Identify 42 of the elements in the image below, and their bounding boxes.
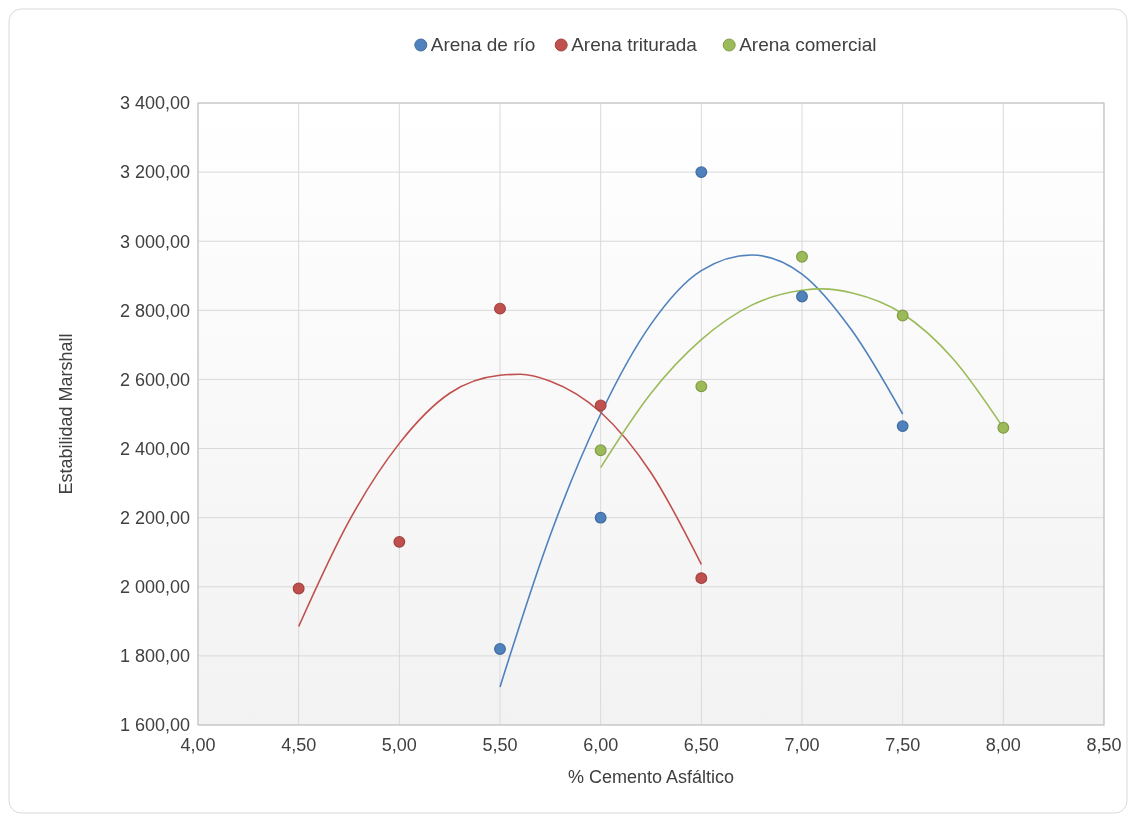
point: [695, 380, 708, 393]
x-tick-label: 4,50: [281, 735, 317, 755]
x-axis-title: % Cemento Asfáltico: [567, 767, 735, 787]
x-tick-label: 5,00: [381, 735, 417, 755]
point: [594, 444, 607, 457]
x-tick-label: 4,00: [180, 735, 216, 755]
point: [494, 643, 506, 655]
point: [997, 421, 1010, 434]
x-tick-label: 8,50: [1086, 735, 1122, 755]
x-tick-label: 8,00: [985, 735, 1021, 755]
y-tick-label: 2 200,00: [119, 507, 190, 528]
x-tick-label: 7,50: [885, 735, 921, 755]
line-series: [297, 373, 703, 628]
y-tick-label: 3 200,00: [119, 162, 190, 183]
point: [695, 166, 708, 179]
y-tick-label: 3 000,00: [119, 231, 190, 252]
point: [796, 290, 808, 303]
line-series: [499, 254, 904, 688]
x-tick-label: 7,00: [784, 735, 820, 755]
legend-label: Arena comercial: [739, 34, 877, 55]
x-tick-label: 5,50: [482, 735, 518, 755]
point: [393, 535, 406, 548]
point: [896, 309, 909, 322]
y-tick-label: 2 800,00: [119, 300, 190, 321]
y-tick-label: 2 600,00: [119, 369, 190, 390]
legend-label: Arena triturada: [571, 34, 698, 55]
y-axis-title: Estabilidad Marshall: [56, 333, 76, 495]
y-tick-label: 1 600,00: [119, 715, 190, 736]
y-tick-label: 1 800,00: [119, 646, 190, 667]
y-tick-label: 2 400,00: [119, 438, 190, 459]
y-tick-label: 3 400,00: [119, 93, 190, 114]
x-tick-label: 6,50: [683, 735, 719, 755]
x-tick-label: 6,00: [583, 735, 619, 755]
point: [695, 572, 708, 585]
point: [292, 582, 305, 595]
point: [594, 511, 607, 524]
point: [494, 302, 506, 315]
y-tick-label: 2 000,00: [119, 577, 190, 598]
point: [896, 420, 909, 433]
point: [796, 250, 808, 263]
point: [594, 399, 607, 412]
legend-label: Arena de río: [430, 34, 536, 55]
